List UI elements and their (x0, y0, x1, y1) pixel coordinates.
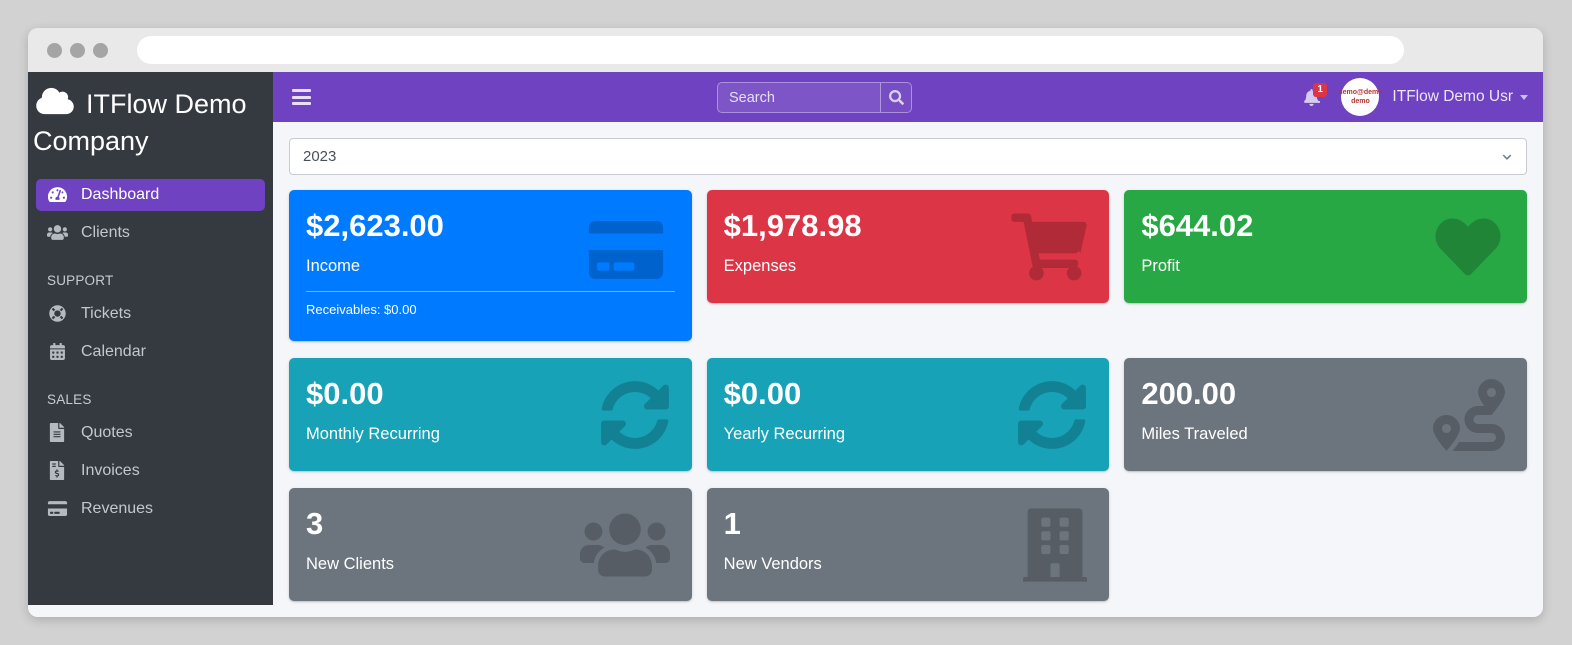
file-invoice-dollar-icon (49, 461, 65, 480)
calendar-icon (50, 343, 65, 360)
sidebar-section-support: SUPPORT (47, 272, 114, 288)
user-name: ITFlow Demo Usr (1392, 88, 1513, 105)
avatar[interactable]: demo@demo demo (1338, 78, 1383, 116)
credit-card-icon (47, 501, 68, 516)
sidebar-item-label: Invoices (81, 461, 140, 479)
expenses-value: $1,978.98 (723, 208, 862, 243)
miles-traveled-label: Miles Traveled (1141, 424, 1248, 443)
route-icon (1432, 378, 1505, 451)
search-button[interactable] (880, 83, 911, 112)
sidebar-item-tickets[interactable]: Tickets (36, 298, 265, 330)
sidebar-item-clients[interactable]: Clients (36, 217, 265, 249)
notifications-button[interactable]: 1 (1303, 82, 1327, 106)
monthly-recurring-card: $0.00 Monthly Recurring (289, 358, 692, 471)
income-value: $2,623.00 (306, 208, 444, 243)
sidebar-nav: Dashboard Clients SUPPORT Tickets Calend… (28, 171, 273, 525)
new-vendors-card: 1 New Vendors (706, 488, 1110, 601)
browser-url-input[interactable] (137, 36, 1404, 64)
brand-link[interactable]: ITFlow Demo Company (28, 72, 273, 171)
profit-label: Profit (1141, 256, 1180, 275)
search-bar (717, 82, 912, 113)
brand-label: ITFlow Demo Company (33, 89, 247, 157)
miles-traveled-card: 200.00 Miles Traveled (1124, 358, 1527, 471)
file-icon (49, 423, 65, 442)
sidebar-item-invoices[interactable]: Invoices (36, 455, 265, 487)
sync-icon (600, 380, 670, 450)
sidebar-item-label: Clients (81, 223, 130, 241)
building-icon (1023, 507, 1088, 582)
app-root: ITFlow Demo Company Dashboard Clients SU… (28, 72, 1543, 617)
sidebar-item-quotes[interactable]: Quotes (36, 417, 265, 449)
shopping-cart-icon (1011, 213, 1088, 280)
yearly-recurring-label: Yearly Recurring (723, 424, 846, 443)
sidebar-item-label: Dashboard (81, 185, 160, 203)
sidebar-item-dashboard[interactable]: Dashboard (36, 178, 265, 211)
new-vendors-value: 1 (723, 506, 741, 541)
yearly-recurring-value: $0.00 (723, 376, 802, 411)
expenses-card: $1,978.98 Expenses (706, 190, 1110, 303)
monthly-recurring-value: $0.00 (306, 376, 384, 411)
year-select[interactable]: 2023 (289, 138, 1527, 175)
year-select-value: 2023 (303, 148, 337, 165)
income-footer: Receivables: $0.00 (306, 290, 675, 317)
profit-value: $644.02 (1141, 208, 1254, 243)
chevron-down-icon (1502, 154, 1512, 160)
main-content: 2023 $2,623.00 Income Receivables: $0.00… (273, 122, 1543, 601)
hamburger-menu-icon[interactable] (292, 89, 311, 105)
user-dropdown[interactable]: ITFlow Demo Usr (1392, 88, 1528, 106)
profit-card: $644.02 Profit (1124, 190, 1527, 303)
sidebar-item-revenues[interactable]: Revenues (36, 493, 265, 525)
sidebar-item-calendar[interactable]: Calendar (36, 336, 265, 368)
topbar-right: 1 demo@demo demo ITFlow Demo Usr (1303, 72, 1528, 122)
heart-icon (1431, 214, 1505, 279)
yearly-recurring-card: $0.00 Yearly Recurring (706, 358, 1110, 471)
window-controls[interactable] (47, 42, 108, 58)
window-control-dot[interactable] (70, 42, 85, 58)
users-icon (47, 225, 68, 240)
new-clients-value: 3 (306, 506, 324, 541)
sidebar-section-sales: SALES (47, 391, 92, 407)
sidebar-item-label: Quotes (81, 423, 133, 441)
gauge-icon (47, 187, 68, 202)
income-label: Income (306, 256, 361, 275)
cloud-icon (36, 87, 74, 115)
sidebar-item-label: Tickets (81, 304, 132, 322)
avatar-text: demo@demo (1338, 88, 1383, 96)
sidebar-item-label: Revenues (81, 499, 154, 517)
expenses-label: Expenses (723, 256, 797, 275)
new-clients-card: 3 New Clients (289, 488, 692, 601)
sync-icon (1017, 380, 1087, 450)
search-input[interactable] (718, 83, 880, 112)
monthly-recurring-label: Monthly Recurring (306, 424, 440, 443)
topbar: 1 demo@demo demo ITFlow Demo Usr (273, 72, 1543, 122)
credit-card-icon (582, 217, 670, 283)
miles-traveled-value: 200.00 (1141, 376, 1237, 411)
new-vendors-label: New Vendors (723, 554, 822, 573)
new-clients-label: New Clients (306, 554, 395, 573)
window-control-dot[interactable] (47, 42, 62, 58)
users-icon (579, 509, 670, 581)
sidebar: ITFlow Demo Company Dashboard Clients SU… (28, 72, 273, 605)
income-card: $2,623.00 Income Receivables: $0.00 (289, 190, 692, 341)
life-ring-icon (49, 305, 66, 322)
notification-badge: 1 (1313, 82, 1327, 97)
browser-toolbar (28, 28, 1543, 72)
search-icon (888, 90, 904, 105)
window-control-dot[interactable] (93, 42, 108, 58)
stats-grid: $2,623.00 Income Receivables: $0.00 $1,9… (289, 190, 1527, 601)
sidebar-item-label: Calendar (81, 342, 146, 360)
chevron-down-icon (1520, 94, 1528, 100)
browser-window: ITFlow Demo Company Dashboard Clients SU… (28, 28, 1543, 617)
avatar-text: demo (1351, 98, 1370, 105)
